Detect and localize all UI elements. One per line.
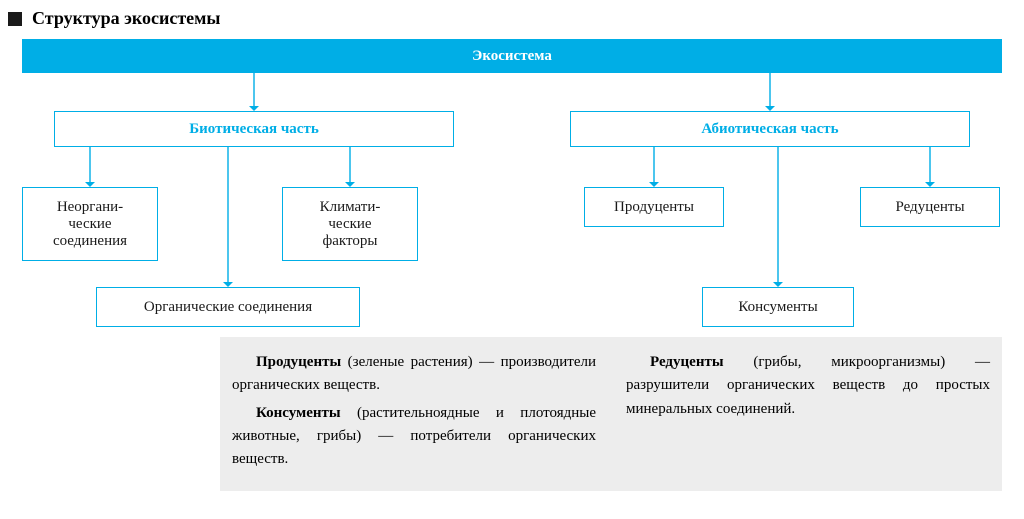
ecosystem-diagram: Экосистема Биотическая часть Абиотическая …: [22, 39, 1002, 337]
leaf-node-org: Органические соединения: [96, 287, 360, 327]
section-heading: Структура экосистемы: [32, 8, 221, 29]
leaf-node-inorg: Неоргани-ческиесоединения: [22, 187, 158, 261]
definition-paragraph: Консументы (растительноядные и плотоядны…: [232, 402, 596, 472]
definition-term: Редуценты: [650, 354, 724, 370]
definitions-col-1: Продуценты (зеленые расте­ния) — произво…: [232, 351, 596, 475]
leaf-node-red: Редуценты: [860, 187, 1000, 227]
definitions-panel: Продуценты (зеленые расте­ния) — произво…: [220, 337, 1002, 491]
sub-node-abiotic: Абиотическая часть: [570, 111, 970, 147]
heading-bullet: [8, 12, 22, 26]
leaf-node-cons: Консументы: [702, 287, 854, 327]
definition-term: Продуценты: [256, 354, 341, 370]
definition-paragraph: Редуценты (грибы, микроорга­низмы) — раз…: [626, 351, 990, 421]
definition-term: Консументы: [256, 405, 341, 421]
leaf-node-prod: Продуценты: [584, 187, 724, 227]
definitions-col-2: Редуценты (грибы, микроорга­низмы) — раз…: [626, 351, 990, 475]
root-node: Экосистема: [22, 39, 1002, 73]
definition-paragraph: Продуценты (зеленые расте­ния) — произво…: [232, 351, 596, 398]
leaf-node-climate: Климати-ческиефакторы: [282, 187, 418, 261]
sub-node-biotic: Биотическая часть: [54, 111, 454, 147]
section-heading-row: Структура экосистемы: [0, 0, 1024, 39]
